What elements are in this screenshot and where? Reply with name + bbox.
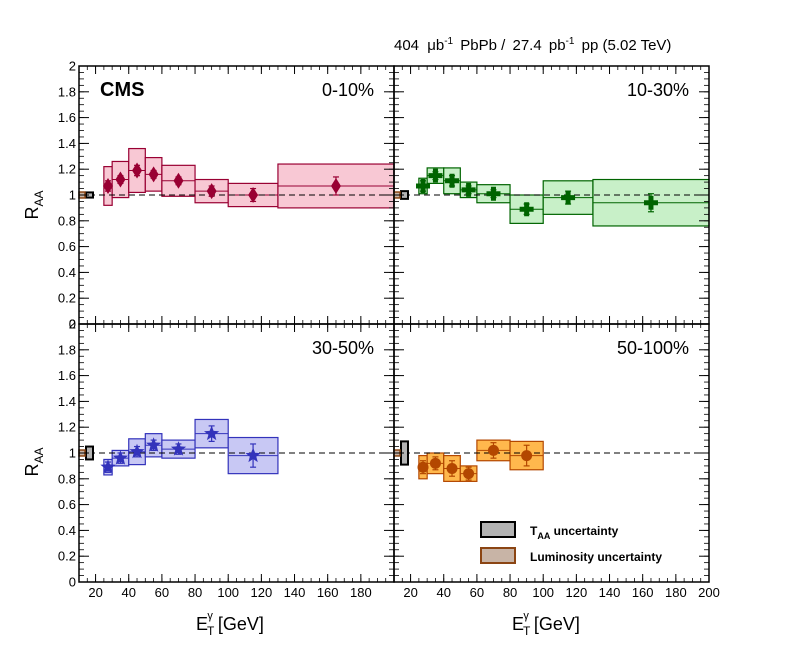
- y-tick-label: 0.2: [58, 549, 76, 564]
- legend-lumi-swatch: [480, 547, 516, 564]
- y-axis-title-top: RAA: [22, 190, 46, 219]
- x-tick-label: 160: [632, 585, 654, 600]
- data-point: [148, 166, 159, 183]
- x-tick-label: 20: [403, 585, 417, 600]
- x-tick-label: 80: [188, 585, 202, 600]
- y-tick-label: 2: [69, 317, 76, 332]
- y-tick-label: 0.6: [58, 497, 76, 512]
- legend-taa-swatch: [480, 521, 516, 538]
- data-point: [487, 444, 499, 456]
- data-point: [417, 461, 429, 473]
- data-point: [173, 172, 184, 189]
- x-tick-label: 20: [88, 585, 102, 600]
- panel-0-10%: 0 0.2 0.4 0.6 0.8 1 1.2 1.4 1.6 1.8 2 0-10%: [58, 59, 395, 332]
- legend: TAA uncertainty Luminosity uncertainty: [480, 521, 662, 564]
- data-point: [170, 441, 187, 456]
- data-point: [146, 437, 162, 452]
- x-tick-label: 200: [698, 585, 720, 600]
- data-point: [445, 173, 460, 188]
- y-tick-label: 1.4: [58, 394, 76, 409]
- legend-lumi-label: Luminosity uncertainty: [530, 550, 662, 564]
- y-tick-label: 0.8: [58, 213, 76, 228]
- data-point: [100, 459, 116, 474]
- y-tick-label: 1.8: [58, 84, 76, 99]
- y-tick-label: 1.6: [58, 368, 76, 383]
- data-point: [561, 190, 576, 205]
- panel-50-100%: 20 40 60 80 100 120 140 160 180 200 50-100%: [393, 323, 720, 600]
- panel-10-30%: 10-30%: [393, 65, 710, 325]
- data-point: [115, 171, 126, 188]
- y-tick-label: 0.4: [58, 523, 76, 538]
- panel-30-50%: 0 0.2 0.4 0.6 0.8 1 1.2 1.4 1.6 1.8 2 20 40 60 80 100 12…: [58, 317, 395, 600]
- y-tick-label: 0: [69, 575, 76, 590]
- data-point: [446, 462, 458, 474]
- data-point: [461, 182, 476, 197]
- y-tick-label: 1.2: [58, 420, 76, 435]
- legend-taa-label: TAA uncertainty: [530, 524, 619, 541]
- data-point: [519, 202, 534, 217]
- y-tick-label: 0: [69, 317, 76, 332]
- x-tick-label: 60: [155, 585, 169, 600]
- y-tick-label: 1: [69, 446, 76, 461]
- centrality-label: 10-30%: [627, 80, 689, 100]
- x-tick-label: 60: [470, 585, 484, 600]
- y-tick-label: 1.8: [58, 342, 76, 357]
- y-tick-label: 1.6: [58, 110, 76, 125]
- centrality-label: 50-100%: [617, 338, 689, 358]
- data-point: [429, 457, 441, 469]
- y-tick-label: 0.4: [58, 265, 76, 280]
- data-point: [416, 178, 431, 193]
- x-tick-label: 100: [532, 585, 554, 600]
- x-tick-label: 80: [503, 585, 517, 600]
- x-tick-label: 40: [122, 585, 136, 600]
- y-tick-label: 1.4: [58, 136, 76, 151]
- luminosity-header: 404 μb-1 PbPb / 27.4 pb-1 pp (5.02 TeV): [394, 31, 671, 54]
- cms-label: CMS: [100, 79, 144, 101]
- x-tick-label: 40: [437, 585, 451, 600]
- y-tick-label: 0.6: [58, 239, 76, 254]
- data-point: [643, 195, 658, 210]
- y-axis-title-bottom: RAA: [22, 447, 46, 476]
- x-tick-label: 180: [350, 585, 372, 600]
- x-tick-label: 100: [217, 585, 239, 600]
- y-tick-label: 2: [69, 59, 76, 74]
- y-tick-label: 1: [69, 188, 76, 203]
- x-tick-label: 160: [317, 585, 339, 600]
- y-tick-label: 0.8: [58, 471, 76, 486]
- data-point: [206, 183, 217, 200]
- x-tick-label: 180: [665, 585, 687, 600]
- panels-group: 00.20.40.60.811.21.41.61.820-10% 10-30%00…: [58, 59, 720, 601]
- data-point: [204, 425, 220, 441]
- data-point: [112, 450, 129, 465]
- y-tick-label: 1.2: [58, 162, 76, 177]
- x-tick-label: 120: [566, 585, 588, 600]
- centrality-label: 0-10%: [322, 80, 374, 100]
- data-point: [132, 162, 143, 179]
- data-point: [330, 177, 341, 194]
- data-point: [521, 450, 533, 462]
- data-point: [486, 186, 501, 201]
- x-tick-label: 120: [251, 585, 273, 600]
- y-tick-label: 0.2: [58, 291, 76, 306]
- centrality-label: 30-50%: [312, 338, 374, 358]
- data-point: [129, 443, 145, 459]
- data-point: [463, 468, 475, 480]
- x-axis-title-right: ETγ [GeV]: [512, 610, 580, 638]
- data-point: [428, 168, 443, 183]
- x-tick-label: 140: [599, 585, 621, 600]
- data-point: [245, 447, 261, 463]
- x-tick-label: 140: [284, 585, 306, 600]
- x-axis-title-left: ETγ [GeV]: [196, 610, 264, 638]
- data-point: [103, 177, 114, 194]
- data-point: [248, 187, 259, 203]
